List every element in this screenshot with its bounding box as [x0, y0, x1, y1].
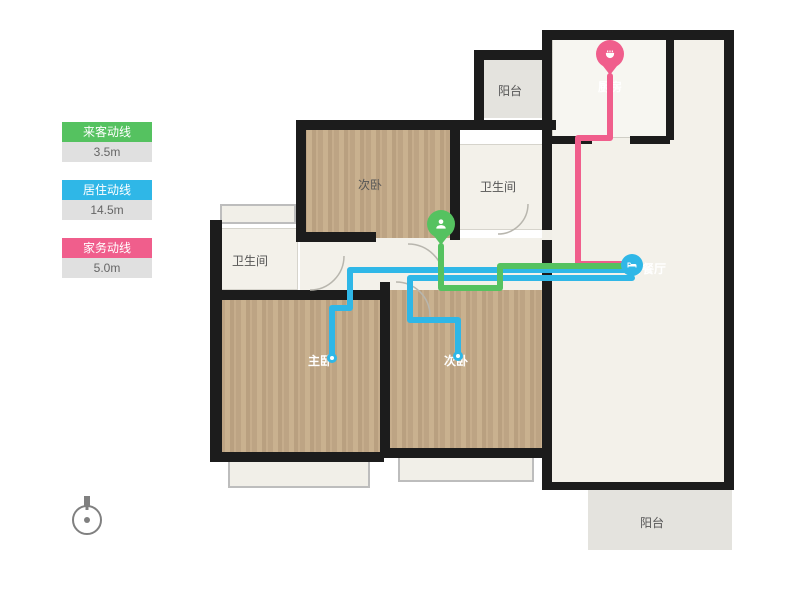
window-sill [398, 454, 534, 482]
bed-icon [621, 254, 643, 276]
label-balcony-top: 阳台 [498, 82, 522, 99]
legend-item-housework: 家务动线 5.0m [62, 238, 152, 278]
room-bedroom-main [218, 300, 380, 458]
legend-item-guest: 来客动线 3.5m [62, 122, 152, 162]
legend: 来客动线 3.5m 居住动线 14.5m 家务动线 5.0m [62, 122, 152, 296]
room-bedroom-lower [390, 290, 542, 452]
legend-value: 14.5m [62, 200, 152, 220]
legend-value: 5.0m [62, 258, 152, 278]
legend-label: 居住动线 [62, 180, 152, 200]
legend-label: 家务动线 [62, 238, 152, 258]
window-sill [220, 204, 296, 224]
hallway [300, 238, 550, 290]
route-endpoint-icon [453, 351, 463, 361]
legend-item-living: 居住动线 14.5m [62, 180, 152, 220]
legend-label: 来客动线 [62, 122, 152, 142]
guest-pin-icon [427, 210, 455, 246]
window-sill [228, 460, 370, 488]
legend-value: 3.5m [62, 142, 152, 162]
label-kitchen: 厨房 [598, 78, 622, 95]
route-endpoint-icon [327, 353, 337, 363]
label-bedroom-upper: 次卧 [358, 176, 382, 193]
label-bath-top: 卫生间 [480, 178, 516, 195]
floor-plan: 阳台 厨房 次卧 卫生间 卫生间 主卧 次卧 客餐厅 阳台 [200, 20, 740, 565]
label-balcony-bottom: 阳台 [640, 514, 664, 531]
compass-icon [63, 490, 111, 538]
label-bath-left: 卫生间 [232, 252, 268, 269]
kitchen-pin-icon [596, 40, 624, 76]
